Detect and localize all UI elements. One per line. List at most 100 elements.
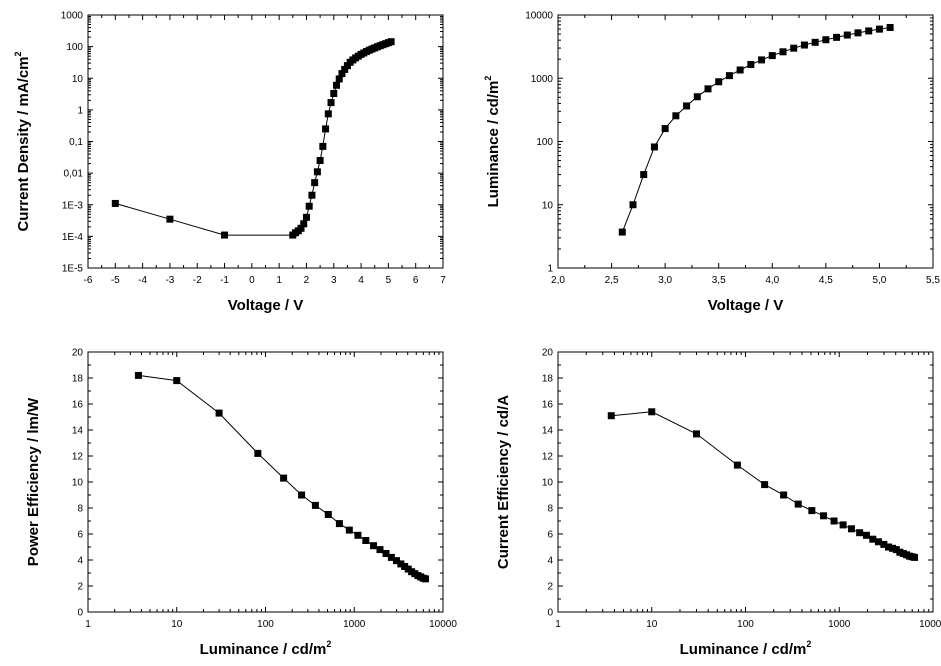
chart-3-x-tick-label: 100 bbox=[257, 619, 274, 630]
chart-2-data-point bbox=[736, 66, 744, 74]
chart-4-x-tick-label: 1000 bbox=[828, 619, 851, 630]
chart-2-x-tick-label: 4,5 bbox=[819, 275, 833, 286]
chart-3-data-point bbox=[311, 501, 319, 509]
chart-3-data-point bbox=[173, 377, 181, 385]
chart-1-x-tick-label: 2 bbox=[304, 275, 310, 286]
chart-3-data-point bbox=[354, 531, 362, 539]
chart-4-data-point bbox=[794, 500, 802, 508]
chart-3-data-point bbox=[421, 575, 429, 583]
chart-2-y-tick-label: 1000 bbox=[531, 74, 554, 85]
chart-1-x-tick-label: 3 bbox=[331, 275, 337, 286]
chart-3-y-tick-label: 2 bbox=[77, 582, 83, 593]
chart-4-data-point bbox=[830, 517, 838, 525]
chart-1-data-point bbox=[313, 168, 321, 176]
chart-3-data-point bbox=[254, 449, 262, 457]
chart-3-y-tick-label: 8 bbox=[77, 504, 83, 515]
chart-3-data-point bbox=[401, 563, 409, 570]
chart-2-data-point bbox=[661, 125, 669, 133]
chart-4-data-point bbox=[648, 408, 656, 416]
chart-1-x-tick-label: -1 bbox=[220, 275, 229, 286]
chart-2-y-tick-label: 10000 bbox=[525, 11, 553, 22]
chart-2-data-point bbox=[725, 72, 733, 80]
chart-1-data-point bbox=[221, 231, 229, 239]
chart-4-x-axis-title: Luminance / cd/m2 bbox=[680, 639, 812, 658]
chart-1-plot-frame bbox=[87, 14, 444, 269]
chart-3-y-tick-label: 0 bbox=[77, 608, 83, 619]
chart-4-y-tick-label: 12 bbox=[542, 452, 554, 463]
chart-1-y-tick-label: 1E-4 bbox=[62, 232, 84, 243]
chart-1-x-tick-label: 5 bbox=[386, 275, 392, 286]
chart-3-y-tick-label: 10 bbox=[72, 478, 84, 489]
chart-2-data-point bbox=[629, 201, 637, 209]
chart-1-x-tick-label: 7 bbox=[440, 275, 446, 286]
chart-3-data-point bbox=[387, 553, 395, 561]
chart-4-data-point bbox=[733, 461, 741, 469]
chart-4-y-tick-label: 18 bbox=[542, 374, 554, 385]
chart-1-x-tick-label: 0 bbox=[249, 275, 255, 286]
chart-4-x-tick-label: 10 bbox=[646, 619, 658, 630]
chart-4-data-point bbox=[884, 543, 892, 551]
chart-4-data-point bbox=[847, 525, 855, 533]
chart-3-data-point bbox=[370, 542, 378, 550]
chart-1-y-axis-title-text: Current Density / mA/cm bbox=[15, 56, 32, 231]
chart-3: 1 10 100 1000 10000 0 2 4 6 8 10 12 14 16 18 20 Luminanc… bbox=[25, 348, 457, 659]
chart-1-data-point bbox=[341, 65, 349, 73]
chart-3-y-tick-label: 12 bbox=[72, 452, 84, 463]
chart-1-x-axis-title: Voltage / V bbox=[228, 297, 304, 314]
chart-4-data-point bbox=[607, 412, 615, 420]
chart-4-y-tick-label: 4 bbox=[547, 556, 553, 567]
chart-4-data-point bbox=[911, 553, 919, 561]
chart-1-data-point bbox=[300, 220, 308, 228]
chart-4-x-axis-title-sup: 2 bbox=[806, 639, 811, 649]
chart-3-x-tick-label: 10 bbox=[171, 619, 183, 630]
chart-2-data-point bbox=[843, 31, 851, 39]
chart-3-y-axis-title: Power Efficiency / lm/W bbox=[25, 397, 42, 566]
chart-2-x-tick-label: 2,0 bbox=[551, 275, 565, 286]
chart-1-y-tick-label: 1 bbox=[77, 105, 83, 116]
chart-2-x-tick-label: 3,5 bbox=[712, 275, 726, 286]
chart-4-y-tick-label: 8 bbox=[547, 504, 553, 515]
chart-4-data-point bbox=[856, 529, 864, 537]
chart-2-data-point bbox=[768, 52, 776, 60]
chart-4-data-point bbox=[889, 544, 897, 552]
chart-1-x-axis-title-text: Voltage / V bbox=[228, 297, 304, 314]
chart-2-y-axis-title-sup: 2 bbox=[483, 76, 493, 81]
chart-3-data-point bbox=[397, 560, 405, 568]
chart-4-y-tick-label: 20 bbox=[542, 348, 554, 359]
chart-4-data-point bbox=[874, 538, 882, 546]
chart-2-data-point bbox=[790, 44, 798, 52]
chart-2-data-point bbox=[672, 112, 680, 120]
chart-2-x-tick-label: 3,0 bbox=[658, 275, 672, 286]
chart-1-data-point bbox=[327, 99, 335, 107]
chart-2-data-point bbox=[618, 228, 626, 236]
chart-3-data-point bbox=[362, 537, 370, 544]
chart-3-data-point bbox=[376, 546, 384, 554]
chart-1-x-tick-label: -5 bbox=[111, 275, 120, 286]
chart-2-x-axis-title-text: Voltage / V bbox=[708, 297, 784, 314]
chart-2-data-point bbox=[715, 78, 723, 86]
chart-4-y-tick-label: 0 bbox=[547, 608, 553, 619]
chart-1-x-tick-label: -2 bbox=[193, 275, 202, 286]
chart-3-data-point bbox=[382, 550, 390, 557]
chart-2-data-point bbox=[683, 102, 691, 110]
chart-4: 1 10 100 1000 10000 0 2 4 6 8 10 12 14 16 18 20 Luminanc… bbox=[495, 348, 941, 659]
chart-4-data-point bbox=[808, 507, 816, 515]
chart-4-data-point bbox=[892, 546, 900, 554]
chart-2-data-point bbox=[800, 41, 808, 49]
chart-4-data-point bbox=[862, 531, 870, 539]
chart-2-x-tick-label: 2,5 bbox=[605, 275, 619, 286]
chart-2-y-tick-label: 10 bbox=[542, 200, 554, 211]
chart-2-data-point bbox=[693, 93, 701, 101]
chart-1: -6 -5 -4 -3 -2 -1 0 1 2 3 4 5 6 7 1E-5 1E-4 1E-3 0,01 0,1 1… bbox=[13, 11, 446, 315]
chart-4-data-point bbox=[692, 430, 700, 438]
chart-2-data-point bbox=[822, 36, 830, 44]
chart-2: 2,0 2,5 3,0 3,5 4,0 4,5 5,0 5,5 1 10 100 1000 10000 V… bbox=[483, 11, 940, 315]
chart-3-data-point bbox=[280, 474, 288, 482]
chart-1-x-tick-label: -6 bbox=[84, 275, 93, 286]
chart-2-data-point bbox=[833, 33, 841, 41]
chart-3-x-axis-title: Luminance / cd/m2 bbox=[200, 639, 332, 658]
chart-2-data-point bbox=[854, 29, 862, 37]
chart-4-y-tick-label: 6 bbox=[547, 530, 553, 541]
chart-1-y-tick-label: 1000 bbox=[61, 11, 84, 22]
